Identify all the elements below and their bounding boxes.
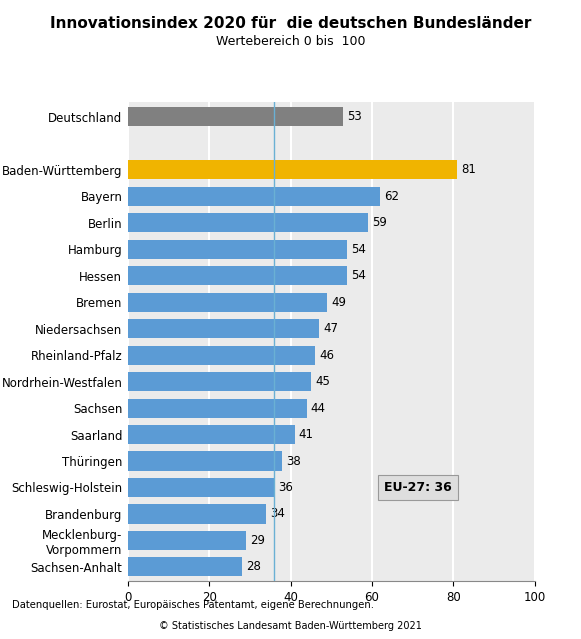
- Bar: [128, 319, 319, 338]
- Text: Wertebereich 0 bis  100: Wertebereich 0 bis 100: [216, 35, 365, 48]
- Text: 81: 81: [461, 163, 476, 176]
- Bar: [128, 213, 368, 232]
- Bar: [128, 372, 311, 391]
- Text: 38: 38: [286, 454, 301, 468]
- Text: 29: 29: [250, 534, 265, 547]
- Bar: [128, 240, 347, 259]
- Text: Datenquellen: Eurostat, Europäisches Patentamt, eigene Berechnungen.: Datenquellen: Eurostat, Europäisches Pat…: [12, 600, 374, 610]
- Bar: [128, 557, 242, 576]
- Text: 47: 47: [323, 322, 338, 335]
- Bar: [128, 399, 307, 418]
- Text: 54: 54: [352, 243, 367, 256]
- Bar: [128, 187, 380, 206]
- Text: 49: 49: [331, 296, 346, 309]
- Text: 54: 54: [352, 269, 367, 282]
- Text: 62: 62: [384, 190, 399, 203]
- Text: 59: 59: [372, 216, 387, 229]
- Bar: [128, 107, 343, 127]
- Bar: [128, 346, 315, 365]
- Bar: [128, 452, 282, 470]
- Bar: [128, 266, 347, 285]
- Bar: [128, 531, 246, 550]
- Bar: [128, 293, 327, 312]
- Bar: [128, 504, 266, 523]
- Text: 34: 34: [270, 507, 285, 521]
- Text: © Statistisches Landesamt Baden-Württemberg 2021: © Statistisches Landesamt Baden-Württemb…: [159, 621, 422, 631]
- Bar: [128, 160, 457, 180]
- Text: EU-27: 36: EU-27: 36: [384, 481, 452, 494]
- Text: 28: 28: [246, 560, 261, 573]
- Text: 53: 53: [347, 111, 362, 123]
- Text: 36: 36: [278, 481, 293, 494]
- Text: 45: 45: [315, 375, 330, 388]
- Text: 41: 41: [299, 428, 314, 441]
- Text: Innovationsindex 2020 für  die deutschen Bundesländer: Innovationsindex 2020 für die deutschen …: [50, 16, 531, 31]
- Bar: [128, 425, 295, 444]
- Text: 46: 46: [319, 349, 334, 362]
- Bar: [128, 478, 274, 497]
- Text: 44: 44: [311, 401, 326, 415]
